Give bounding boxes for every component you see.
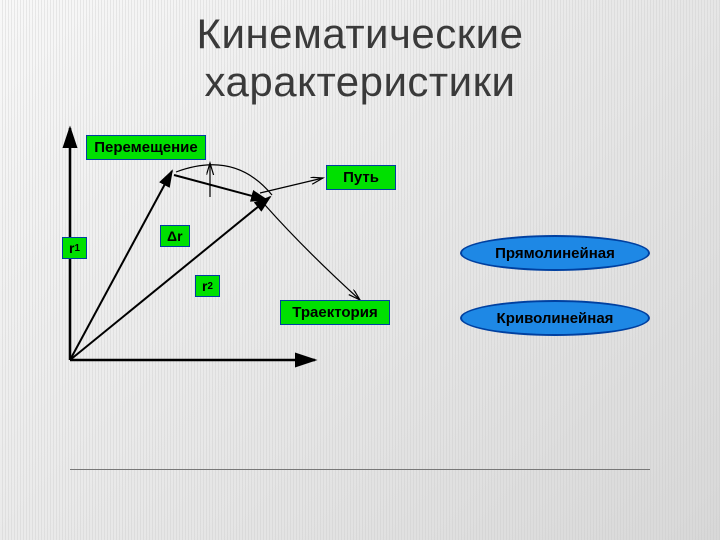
label-path-text: Путь: [343, 169, 379, 186]
label-path: Путь: [326, 165, 396, 190]
label-trajectory: Траектория: [280, 300, 390, 325]
title-line1: Кинематические: [197, 10, 524, 57]
label-r1-sub: 1: [74, 243, 79, 254]
label-displacement-text: Перемещение: [94, 139, 198, 156]
pill-curved-text: Криволинейная: [497, 310, 614, 327]
label-r1: r1: [62, 237, 87, 259]
title-line2: характеристики: [205, 58, 516, 105]
label-displacement: Перемещение: [86, 135, 206, 160]
label-r2-sub: 2: [207, 281, 212, 292]
pill-curved: Криволинейная: [460, 300, 650, 336]
label-r2: r2: [195, 275, 220, 297]
pill-straight: Прямолинейная: [460, 235, 650, 271]
label-trajectory-text: Траектория: [292, 304, 377, 321]
footer-divider: [70, 469, 650, 470]
label-dr: Δr: [160, 225, 190, 247]
page-title: Кинематические характеристики: [0, 10, 720, 107]
label-dr-text: Δr: [167, 228, 183, 244]
pill-straight-text: Прямолинейная: [495, 245, 615, 262]
